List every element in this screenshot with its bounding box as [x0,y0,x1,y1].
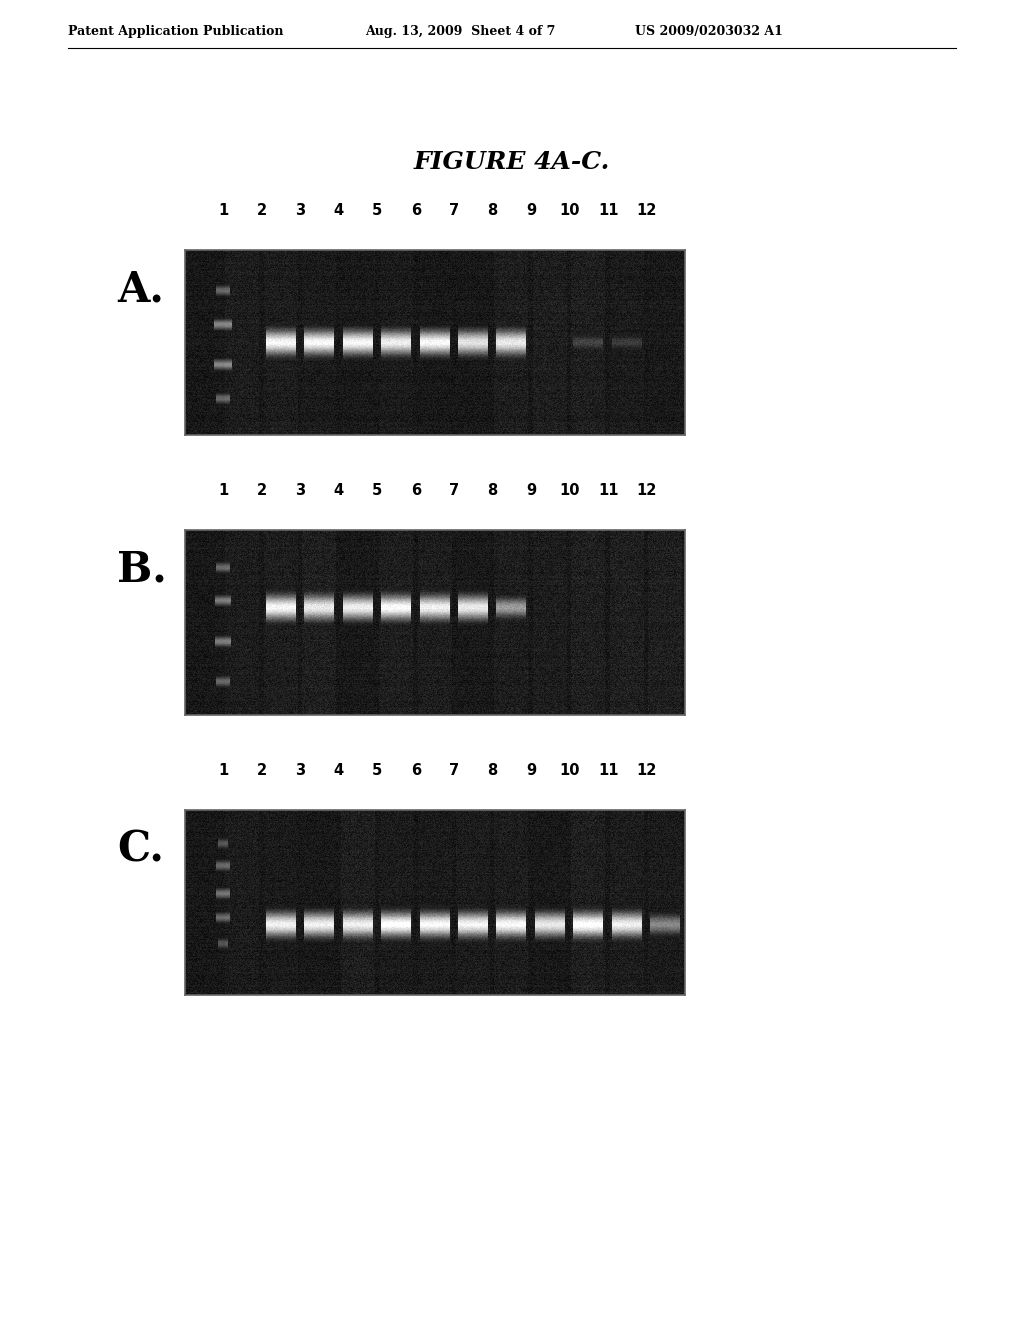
Text: 7: 7 [450,763,460,777]
Text: 2: 2 [257,763,267,777]
Text: Aug. 13, 2009  Sheet 4 of 7: Aug. 13, 2009 Sheet 4 of 7 [365,25,555,38]
Text: 10: 10 [559,763,580,777]
Text: 5: 5 [372,763,382,777]
Text: 1: 1 [218,763,228,777]
Text: 6: 6 [411,483,421,498]
Text: 5: 5 [372,203,382,218]
Text: 3: 3 [295,483,305,498]
Text: 3: 3 [295,203,305,218]
Text: 9: 9 [526,203,537,218]
Text: 8: 8 [487,763,498,777]
Text: 2: 2 [257,203,267,218]
Text: 12: 12 [636,203,656,218]
Text: 4: 4 [334,203,344,218]
Text: 11: 11 [598,203,618,218]
Text: 6: 6 [411,763,421,777]
Text: 10: 10 [559,203,580,218]
Text: 2: 2 [257,483,267,498]
Text: 7: 7 [450,203,460,218]
Text: 9: 9 [526,483,537,498]
Text: 1: 1 [218,483,228,498]
Text: C.: C. [117,829,164,870]
Text: 11: 11 [598,483,618,498]
Text: 8: 8 [487,203,498,218]
Text: US 2009/0203032 A1: US 2009/0203032 A1 [635,25,783,38]
Text: Patent Application Publication: Patent Application Publication [68,25,284,38]
Text: 10: 10 [559,483,580,498]
Text: 4: 4 [334,483,344,498]
Text: 7: 7 [450,483,460,498]
Text: 11: 11 [598,763,618,777]
Text: 12: 12 [636,763,656,777]
Text: FIGURE 4A-C.: FIGURE 4A-C. [414,150,610,174]
Text: 3: 3 [295,763,305,777]
Text: B.: B. [117,549,167,590]
Text: 12: 12 [636,483,656,498]
Text: 4: 4 [334,763,344,777]
Text: A.: A. [117,268,164,310]
Text: 8: 8 [487,483,498,498]
Text: 5: 5 [372,483,382,498]
Text: 9: 9 [526,763,537,777]
Text: 6: 6 [411,203,421,218]
Text: 1: 1 [218,203,228,218]
